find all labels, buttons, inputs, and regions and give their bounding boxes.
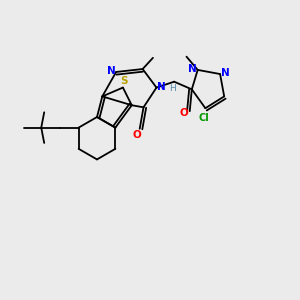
Text: Cl: Cl — [199, 112, 209, 123]
Text: O: O — [179, 109, 188, 118]
Text: N: N — [107, 66, 116, 76]
Text: N: N — [157, 82, 166, 92]
Text: N: N — [221, 68, 230, 78]
Text: N: N — [188, 64, 197, 74]
Text: H: H — [169, 84, 176, 93]
Text: S: S — [120, 76, 127, 86]
Text: O: O — [133, 130, 142, 140]
